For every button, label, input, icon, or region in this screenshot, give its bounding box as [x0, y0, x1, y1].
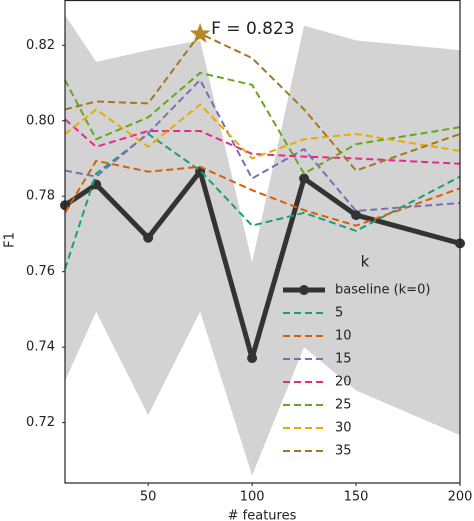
y-tick-label: 0.82 — [26, 38, 55, 53]
series-line — [64, 159, 461, 227]
y-tick-label: 0.72 — [26, 415, 55, 430]
legend-title: k — [361, 253, 370, 271]
legend-swatch-point — [299, 285, 309, 295]
series-line — [64, 103, 461, 160]
y-tick-label: 0.78 — [26, 189, 55, 204]
series-line — [64, 132, 461, 270]
legend-label: 5 — [335, 306, 343, 321]
confidence-band — [65, 15, 460, 476]
y-tick-label: 0.74 — [26, 340, 55, 355]
y-axis-label: F1 — [3, 232, 18, 248]
legend-label: 35 — [335, 444, 352, 459]
series-line — [64, 118, 461, 165]
legend-label: 30 — [335, 421, 352, 436]
series-line — [64, 32, 461, 172]
legend-label: 15 — [335, 352, 352, 367]
legend-label: baseline (k=0) — [335, 283, 430, 298]
x-tick-label: 100 — [240, 490, 265, 505]
series-line — [64, 71, 461, 175]
legend-label: 20 — [335, 375, 352, 390]
legend-label: 10 — [335, 329, 352, 344]
legend-label: 25 — [335, 398, 352, 413]
annotation-star — [189, 22, 211, 43]
y-tick-label: 0.80 — [26, 113, 55, 128]
x-tick-label: 200 — [448, 490, 473, 505]
baseline-point — [351, 210, 362, 221]
plot-frame — [64, 0, 461, 484]
series-line — [64, 78, 461, 212]
y-tick-label: 0.76 — [26, 264, 55, 279]
baseline-point — [299, 173, 310, 184]
baseline-point — [247, 353, 258, 364]
annotation-text: F = 0.823 — [211, 19, 295, 39]
baseline-point — [143, 232, 154, 243]
x-tick-label: 150 — [344, 490, 369, 505]
x-tick-label: 50 — [140, 490, 157, 505]
x-axis-label: # features — [228, 509, 297, 521]
baseline-line — [63, 168, 461, 361]
